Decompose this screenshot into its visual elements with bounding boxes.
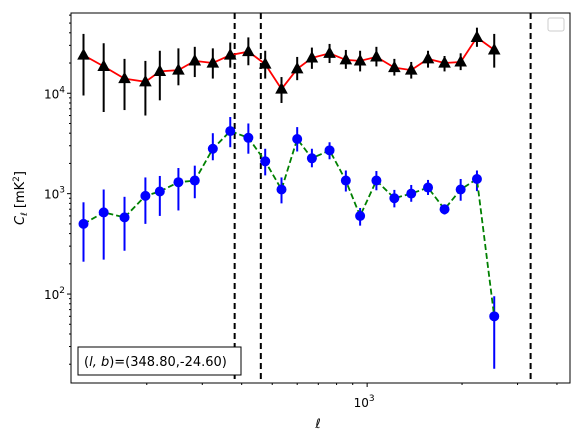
series-2 xyxy=(78,117,500,369)
data-point xyxy=(276,184,287,195)
data-point xyxy=(78,218,89,229)
data-point xyxy=(139,74,152,87)
data-point xyxy=(340,175,351,186)
data-point xyxy=(290,61,304,74)
data-point xyxy=(243,132,254,143)
data-point xyxy=(421,51,435,64)
y-axis-label: Cℓ [mK2] xyxy=(12,171,30,225)
data-point xyxy=(423,182,434,193)
x-tick-label: 103 xyxy=(354,394,375,410)
data-point xyxy=(438,56,451,68)
data-point xyxy=(487,42,501,55)
data-point xyxy=(207,143,218,154)
data-point xyxy=(119,212,130,223)
data-point xyxy=(371,175,382,186)
data-point xyxy=(98,207,109,218)
annotation-text: (l, b)=(348.80,-24.60) xyxy=(84,355,227,370)
data-point xyxy=(389,193,400,204)
data-point xyxy=(260,156,271,167)
data-point xyxy=(355,210,366,221)
data-point xyxy=(173,177,184,188)
data-point xyxy=(275,82,288,94)
y-tick-label: 102 xyxy=(44,286,65,302)
annotation-frame xyxy=(77,346,242,376)
data-point xyxy=(153,64,167,76)
data-point xyxy=(172,63,185,75)
vlines-layer xyxy=(233,13,532,383)
data-point xyxy=(454,54,467,67)
data-point xyxy=(489,311,500,322)
data-point xyxy=(77,48,90,60)
ticks-layer: 102 103 104 103 xyxy=(44,14,558,410)
data-point xyxy=(455,184,466,195)
data-point xyxy=(339,52,353,65)
data-point xyxy=(97,59,110,71)
data-point xyxy=(471,173,482,184)
legend xyxy=(547,17,565,32)
y-tick-label: 104 xyxy=(44,85,65,101)
series-1 xyxy=(77,27,501,116)
legend-frame xyxy=(547,17,565,32)
data-point xyxy=(258,57,272,69)
x-axis-label: ℓ xyxy=(314,417,320,432)
data-point xyxy=(353,53,367,66)
data-point xyxy=(154,186,165,197)
data-point xyxy=(305,50,319,63)
data-point xyxy=(189,175,200,186)
data-point xyxy=(206,56,220,68)
data-point xyxy=(188,53,202,66)
data-point xyxy=(140,190,151,201)
data-point xyxy=(388,60,401,73)
data-point xyxy=(324,145,335,156)
data-point xyxy=(242,44,255,57)
data-point xyxy=(323,46,336,58)
series-layer xyxy=(77,27,501,369)
data-point xyxy=(439,204,450,215)
annotation-box: (l, b)=(348.80,-24.60) xyxy=(77,346,242,376)
data-point xyxy=(470,30,484,42)
data-point xyxy=(225,126,236,137)
data-point xyxy=(404,63,418,75)
y-tick-label: 103 xyxy=(44,186,65,202)
data-point xyxy=(223,48,237,60)
data-point xyxy=(406,188,417,199)
data-point xyxy=(306,153,317,164)
data-point xyxy=(118,71,131,84)
data-point xyxy=(292,134,303,145)
data-point xyxy=(370,49,383,62)
